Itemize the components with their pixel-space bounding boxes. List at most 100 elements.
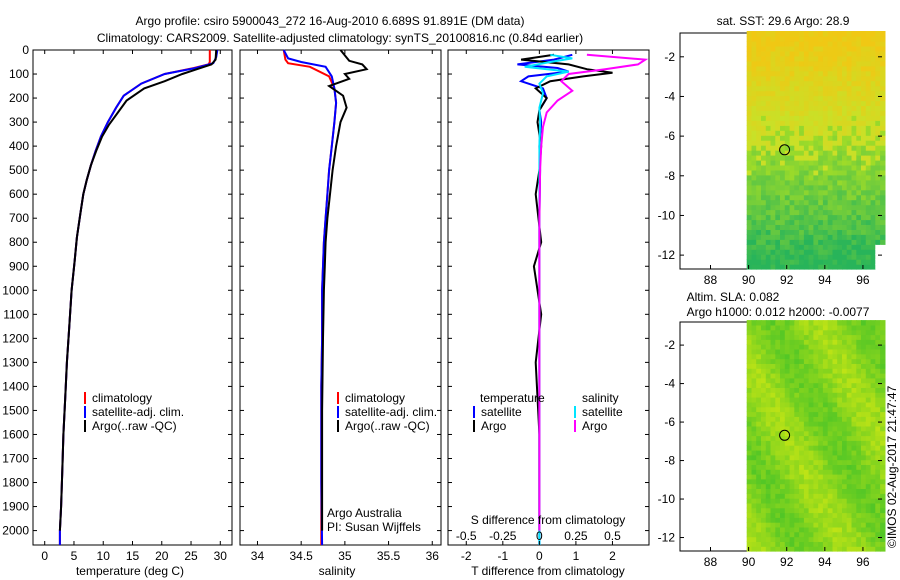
legend-satellite-label: satellite-adj. clim.	[345, 405, 437, 419]
map-cell	[846, 45, 853, 52]
map-cell	[784, 474, 791, 480]
map-cell	[770, 75, 776, 82]
map-cell	[870, 244, 876, 250]
map-cell	[865, 155, 872, 161]
map-cell	[770, 234, 776, 240]
map-cell	[756, 392, 762, 398]
map-cell	[880, 392, 886, 398]
map-cell	[870, 164, 876, 171]
map-cell	[875, 373, 881, 379]
map-cell	[827, 120, 834, 126]
map-cell	[822, 90, 829, 97]
map-cell	[865, 244, 872, 250]
map-cell	[751, 85, 757, 92]
map-cell	[818, 50, 824, 57]
map-cell	[865, 474, 872, 480]
map-cell	[827, 140, 834, 146]
map-cell	[746, 169, 753, 176]
map-cell	[837, 150, 843, 156]
map-cell	[846, 512, 853, 518]
map-cell	[765, 344, 772, 350]
map-cell	[832, 90, 838, 97]
map-cell	[775, 110, 781, 116]
map-cell	[851, 184, 857, 191]
map-cell	[770, 244, 776, 250]
map-cell	[794, 493, 800, 499]
map-cell	[751, 478, 757, 485]
map-cell	[789, 110, 795, 116]
map-cell	[756, 219, 762, 225]
map-cell	[751, 541, 757, 547]
map-cell	[770, 339, 776, 345]
map-cell	[832, 377, 838, 384]
map-cell	[784, 512, 791, 518]
map-cell	[832, 130, 838, 136]
map-cell	[827, 150, 834, 156]
map-cell	[865, 416, 872, 422]
map-cell	[775, 65, 781, 72]
map-cell	[761, 348, 767, 355]
map-cell	[765, 239, 772, 245]
map-cell	[813, 65, 819, 72]
map-cell	[846, 70, 853, 77]
map-cell	[789, 392, 795, 398]
map-cell	[746, 259, 753, 265]
map-cell	[851, 483, 857, 489]
map-cell	[870, 392, 876, 398]
map-cell	[842, 411, 848, 417]
map-x-tick-label: 94	[818, 273, 832, 287]
map-cell	[808, 454, 814, 461]
map-cell	[870, 174, 876, 181]
map-cell	[789, 512, 795, 518]
map-cell	[756, 348, 762, 355]
map-cell	[761, 105, 767, 111]
map-cell	[827, 229, 834, 235]
map-cell	[775, 440, 781, 446]
map-cell	[818, 90, 824, 97]
map-x-tick-label: 90	[742, 273, 756, 287]
map-cell	[822, 75, 829, 82]
map-cell	[808, 344, 814, 350]
map-cell	[837, 125, 843, 131]
map-cell	[770, 194, 776, 201]
map-cell	[856, 421, 862, 427]
map-cell	[780, 512, 786, 518]
map-cell	[813, 464, 819, 470]
map-cell	[784, 536, 791, 542]
map-cell	[761, 229, 767, 235]
map-cell	[813, 507, 819, 514]
map-cell	[775, 488, 781, 494]
map-cell	[865, 507, 872, 514]
map-cell	[799, 100, 805, 106]
map-cell	[780, 179, 786, 186]
map-cell	[780, 105, 786, 111]
map-cell	[851, 239, 857, 245]
map-cell	[818, 189, 824, 196]
map-cell	[818, 259, 824, 265]
map-cell	[799, 498, 805, 504]
map-cell	[794, 50, 800, 57]
map-cell	[756, 416, 762, 422]
map-cell	[880, 406, 886, 413]
map-cell	[784, 55, 791, 62]
map-cell	[861, 392, 867, 398]
x-tick-label: 2	[609, 549, 616, 563]
map-cell	[799, 174, 805, 181]
map-cell	[832, 115, 838, 121]
map-cell	[856, 184, 862, 191]
map-cell	[756, 474, 762, 480]
map-cell	[770, 440, 776, 446]
map-cell	[784, 435, 791, 441]
map-cell	[827, 135, 834, 141]
map-cell	[856, 373, 862, 379]
map-cell	[751, 445, 757, 451]
map-cell	[784, 209, 791, 216]
map-cell	[784, 115, 791, 121]
map-cell	[880, 259, 886, 265]
map-cell	[808, 135, 814, 141]
map-cell	[784, 358, 791, 364]
map-cell	[851, 159, 857, 166]
map-cell	[813, 536, 819, 542]
map-cell	[870, 348, 876, 355]
map-cell	[861, 483, 867, 489]
